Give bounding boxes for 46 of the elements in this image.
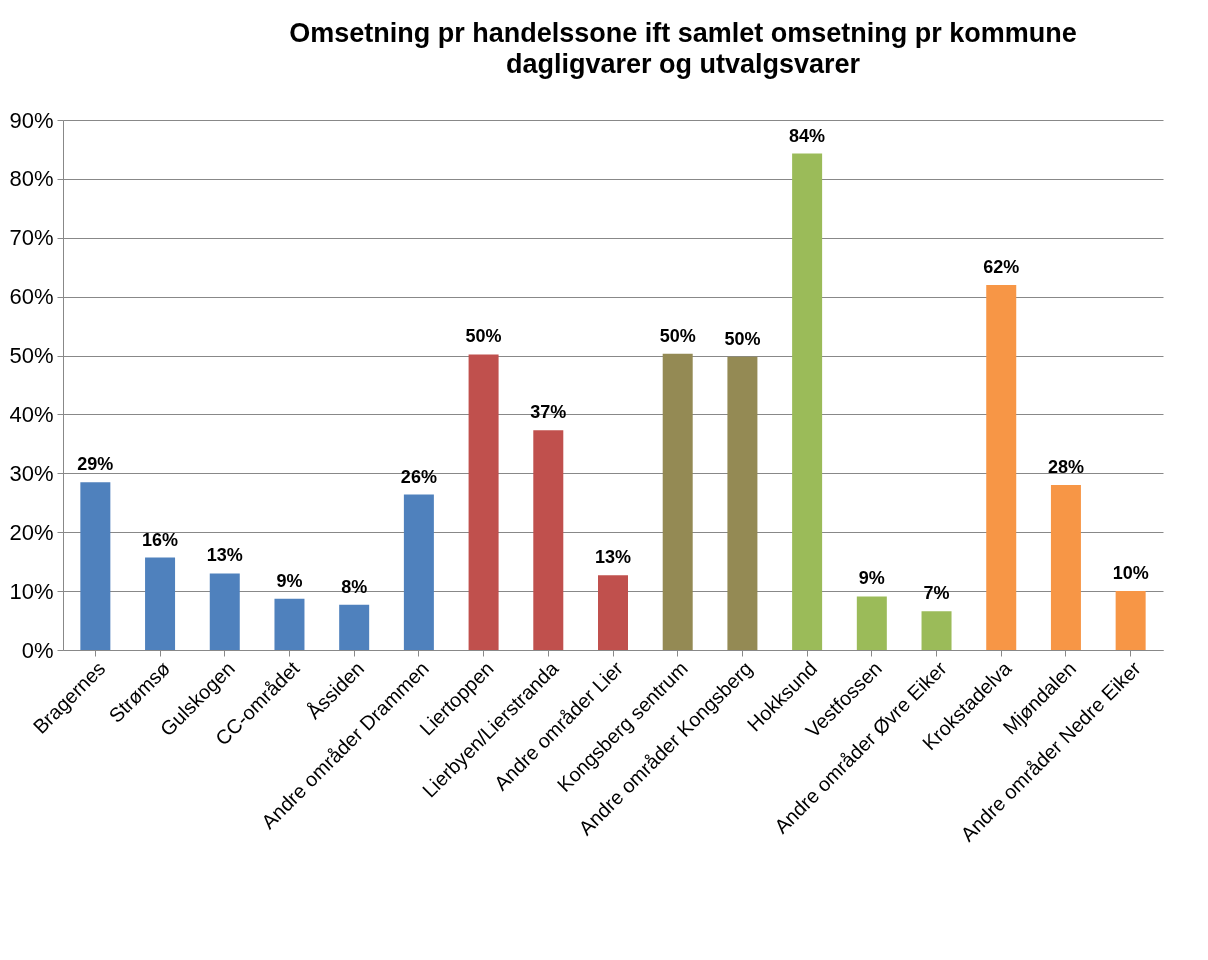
y-tick-label: 10%	[9, 578, 54, 604]
bar	[145, 557, 176, 650]
data-label: 50%	[465, 326, 502, 347]
data-label: 9%	[276, 570, 303, 591]
y-tick-label: 20%	[9, 519, 54, 545]
bar	[792, 153, 823, 650]
data-label: 28%	[1047, 457, 1084, 478]
y-tick-label: 50%	[9, 343, 54, 369]
y-tick-label: 30%	[9, 460, 54, 486]
y-tick-label: 90%	[9, 107, 54, 133]
bar	[80, 482, 111, 650]
bar	[856, 596, 887, 650]
data-label: 26%	[400, 466, 437, 487]
bar	[533, 430, 564, 650]
data-label: 10%	[1112, 563, 1149, 584]
data-label: 8%	[341, 576, 368, 597]
chart-title: Omsetning pr handelssone ift samlet omsetning pr kommune	[289, 18, 1077, 48]
bar	[662, 353, 693, 650]
bar	[209, 573, 240, 650]
bar	[468, 354, 499, 650]
data-label: 13%	[594, 547, 632, 568]
chart-subtitle: dagligvarer og utvalgsvarer	[505, 49, 861, 79]
bar	[1050, 485, 1081, 650]
bar	[921, 611, 952, 650]
y-tick-label: 0%	[21, 637, 54, 663]
bar	[339, 604, 370, 650]
bar	[598, 575, 628, 650]
bar	[986, 284, 1017, 650]
data-label: 84%	[789, 125, 826, 146]
data-label: 50%	[659, 325, 696, 346]
data-label: 62%	[983, 256, 1020, 277]
y-tick-label: 40%	[9, 401, 54, 427]
bar	[274, 598, 305, 650]
bar	[403, 494, 434, 650]
bar	[727, 356, 758, 650]
y-tick-label: 70%	[9, 225, 54, 251]
y-tick-label: 60%	[9, 284, 54, 310]
data-label: 9%	[858, 568, 885, 589]
data-label: 37%	[530, 402, 567, 423]
bar	[1115, 591, 1146, 650]
data-label: 16%	[142, 529, 179, 550]
data-label: 7%	[923, 583, 950, 604]
data-label: 29%	[77, 454, 114, 475]
y-tick-label: 80%	[9, 166, 54, 192]
data-label: 13%	[206, 545, 243, 566]
data-label: 50%	[724, 328, 761, 349]
